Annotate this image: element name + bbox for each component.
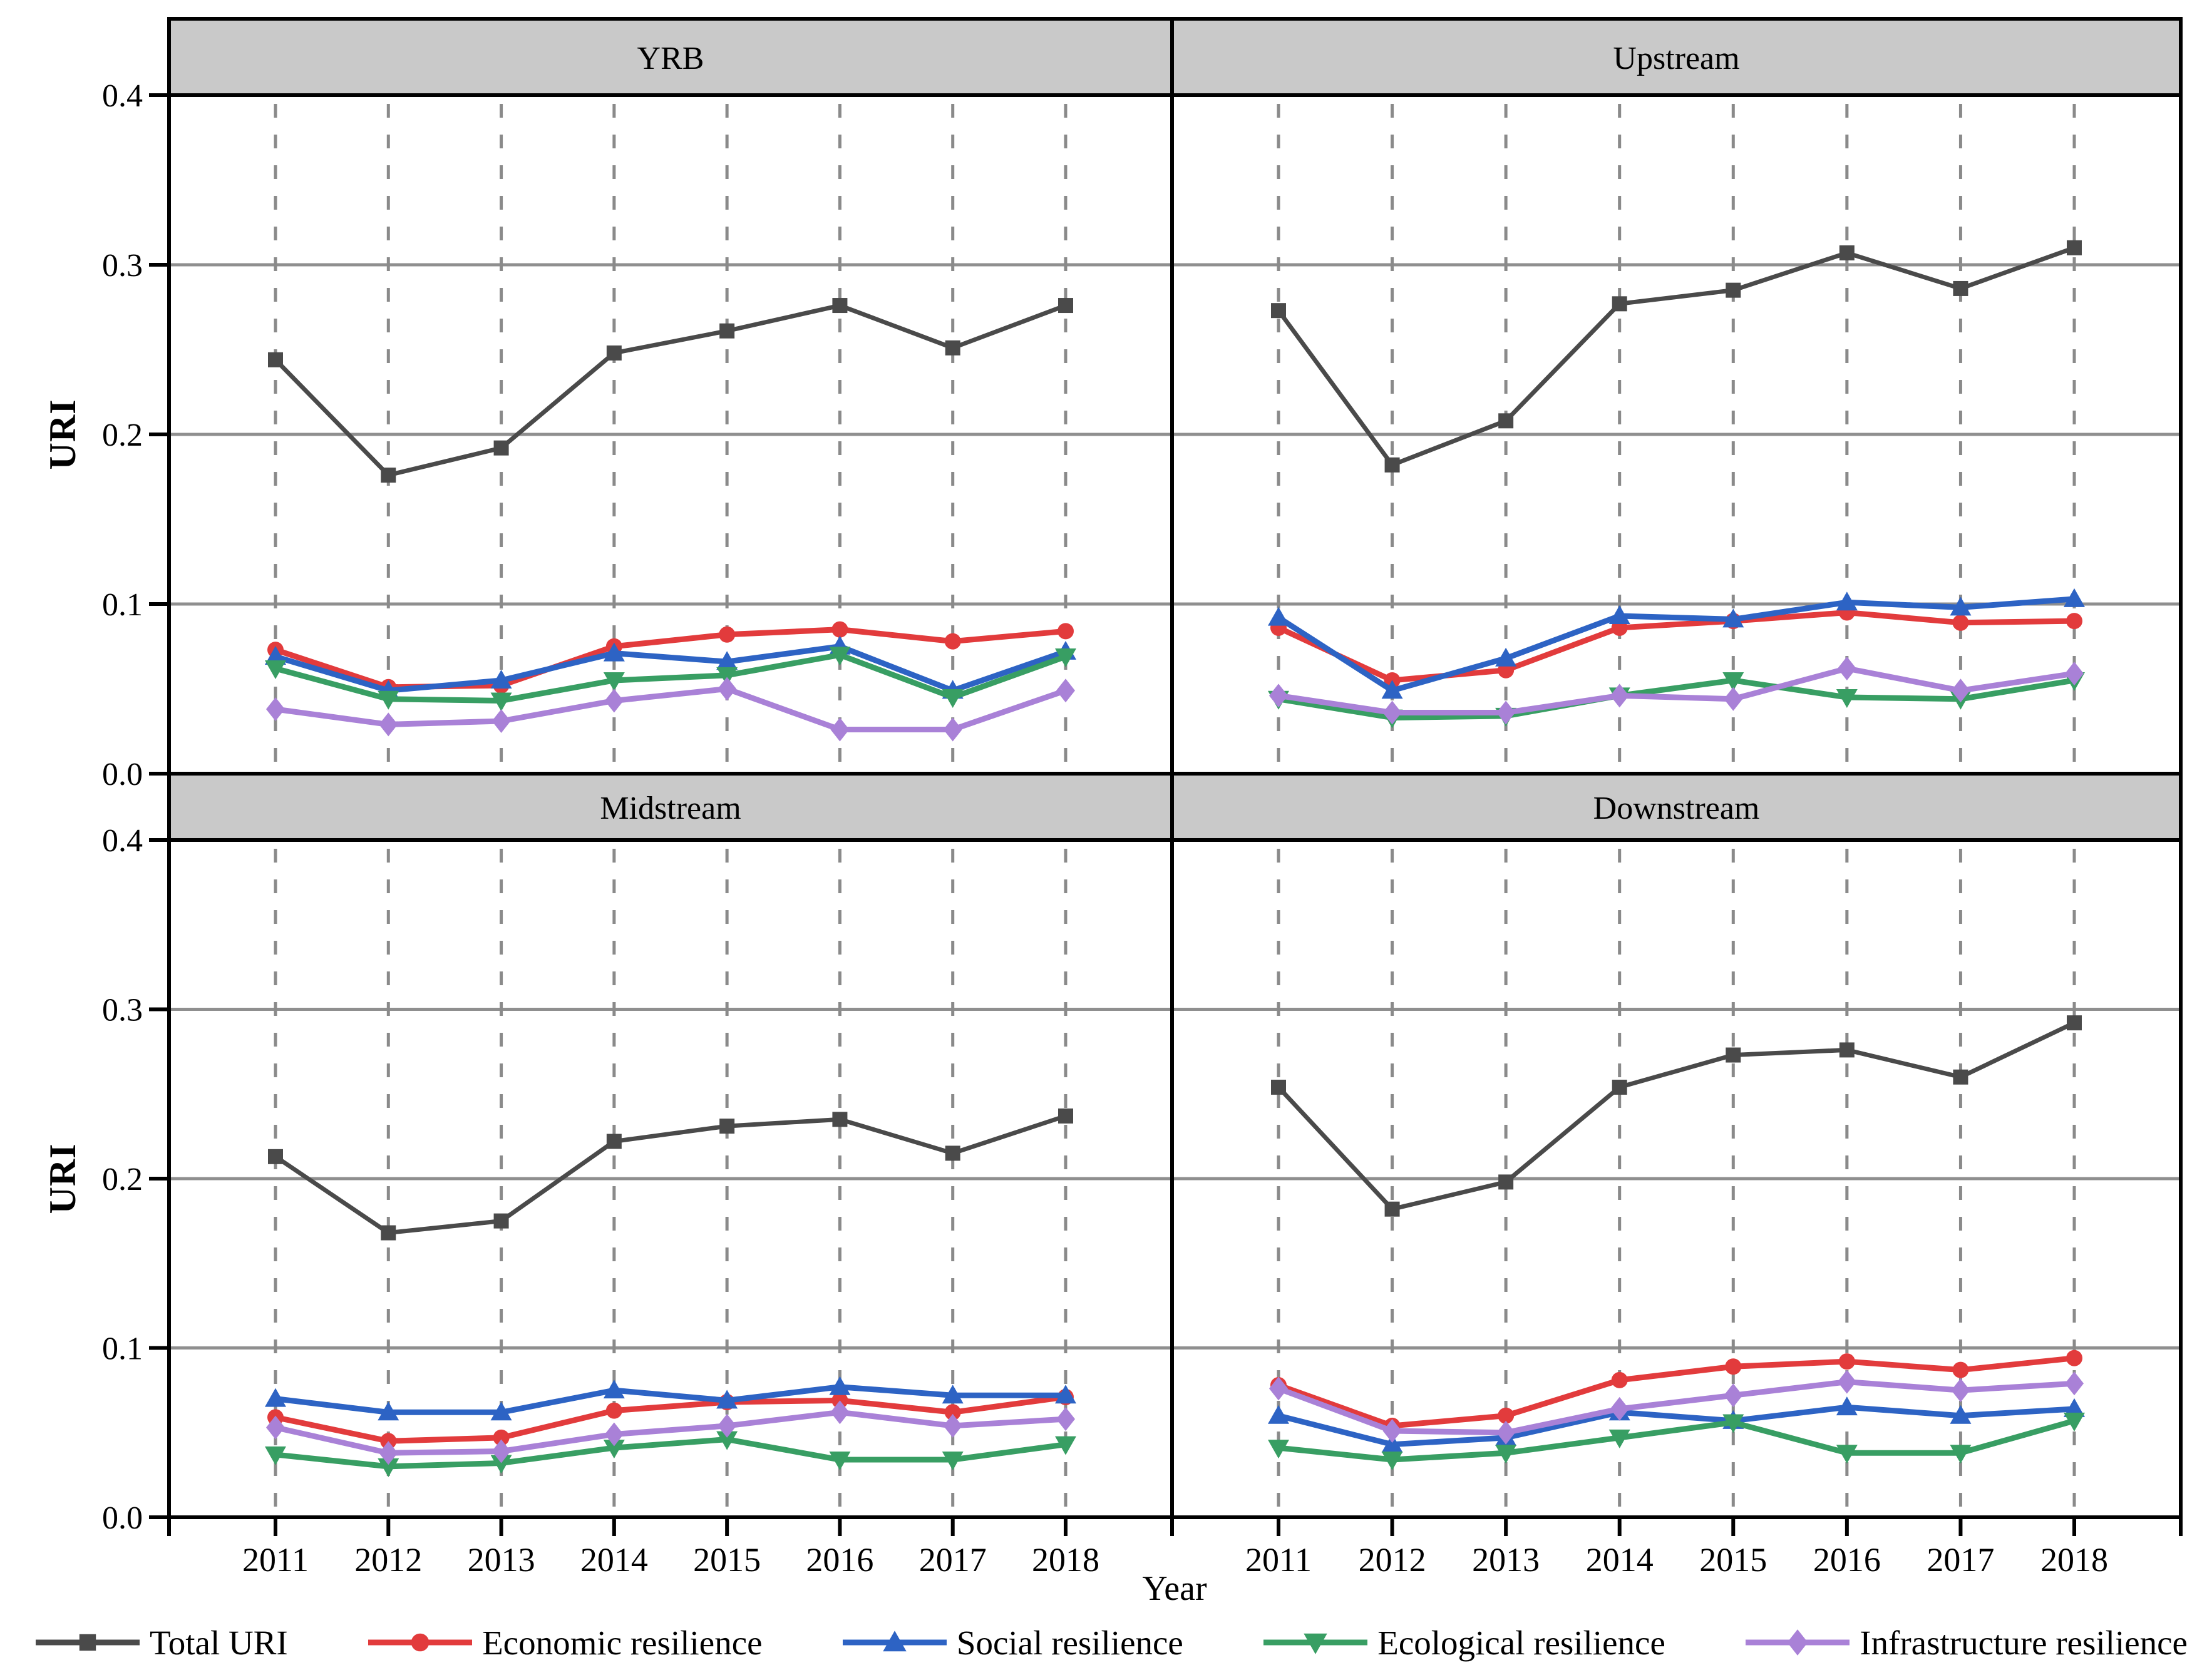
triangle-up-marker-icon bbox=[842, 1631, 947, 1652]
series-total-uri bbox=[1271, 1015, 2082, 1217]
y-tick-label: 0.2 bbox=[102, 417, 143, 453]
panel-header bbox=[1170, 17, 2183, 97]
y-tick-label: 0.0 bbox=[102, 1500, 143, 1536]
series-social-resilience bbox=[1268, 588, 2085, 699]
panel-downstream: Downstream bbox=[1170, 772, 2183, 1519]
x-axis-title: Year bbox=[1142, 1569, 1207, 1608]
series-infrastructure-resilience bbox=[1269, 1370, 2084, 1445]
x-tick-label: 2018 bbox=[1032, 1541, 1099, 1579]
x-tick-label: 2011 bbox=[242, 1541, 309, 1579]
legend-item-ecological-resilience: Ecological resilience bbox=[1262, 1622, 1665, 1662]
x-tick-label: 2012 bbox=[1359, 1541, 1426, 1579]
circle-marker-icon bbox=[368, 1633, 473, 1652]
panel-yrb: YRB bbox=[167, 17, 1174, 776]
legend-label: Infrastructure resilience bbox=[1860, 1623, 2188, 1662]
diamond-marker-icon bbox=[1746, 1629, 1850, 1656]
panel-upstream: Upstream bbox=[1170, 17, 2183, 776]
series-total-uri bbox=[1271, 240, 2082, 473]
series-total-uri bbox=[268, 1108, 1073, 1241]
series-ecological-resilience bbox=[1268, 1412, 2085, 1471]
y-tick-label: 0.3 bbox=[102, 993, 143, 1028]
series-total-uri bbox=[268, 298, 1073, 483]
panel-midstream: Midstream bbox=[167, 772, 1174, 1519]
x-tick-label: 2011 bbox=[1245, 1541, 1312, 1579]
y-axis-title-bottom: URI bbox=[42, 1143, 83, 1214]
x-tick-label: 2018 bbox=[2040, 1541, 2108, 1579]
y-tick-label: 0.3 bbox=[102, 248, 143, 284]
series-infrastructure-resilience bbox=[1269, 656, 2084, 725]
legend-label: Ecological resilience bbox=[1377, 1623, 1665, 1662]
y-tick-label: 0.1 bbox=[102, 1331, 143, 1367]
y-tick-label: 0.2 bbox=[102, 1162, 143, 1197]
series-social-resilience bbox=[265, 1376, 1076, 1421]
x-tick-label: 2014 bbox=[580, 1541, 648, 1579]
horizontal-gridlines bbox=[1174, 1008, 2179, 1350]
panel-header bbox=[167, 17, 1174, 97]
legend-label: Total URI bbox=[150, 1623, 288, 1662]
y-tick-label: 0.0 bbox=[102, 757, 143, 792]
x-axis: 2011 2012 2013 2014 2015 2016 2017 2018 2011 2012… bbox=[167, 1517, 2183, 1579]
square-marker-icon bbox=[36, 1634, 140, 1651]
legend-label: Social resilience bbox=[956, 1623, 1183, 1662]
panel-border bbox=[1170, 838, 2183, 1519]
y-tick-label: 0.4 bbox=[102, 78, 143, 114]
x-tick-label: 2016 bbox=[1813, 1541, 1881, 1579]
legend-item-infrastructure-resilience: Infrastructure resilience bbox=[1744, 1622, 2188, 1662]
x-tick-label: 2014 bbox=[1586, 1541, 1654, 1579]
y-axis-bottom: 0.0 0.1 0.2 0.3 0.4 bbox=[102, 823, 169, 1536]
legend-item-economic-resilience: Economic resilience bbox=[367, 1622, 763, 1662]
y-tick-label: 0.4 bbox=[102, 823, 143, 859]
panel-header bbox=[1170, 772, 2183, 842]
legend: Total URI Economic resilience Social resil… bbox=[34, 1614, 2188, 1671]
panel-title-midstream: Midstream bbox=[600, 791, 741, 826]
y-tick-label: 0.1 bbox=[102, 587, 143, 623]
x-tick-label: 2013 bbox=[1472, 1541, 1540, 1579]
triangle-down-marker-icon bbox=[1263, 1633, 1368, 1654]
x-tick-label: 2015 bbox=[693, 1541, 761, 1579]
x-tick-label: 2015 bbox=[1699, 1541, 1767, 1579]
horizontal-gridlines bbox=[171, 263, 1170, 606]
series-infrastructure-resilience bbox=[266, 1400, 1075, 1465]
legend-item-total-uri: Total URI bbox=[34, 1622, 288, 1662]
series-infrastructure-resilience bbox=[266, 677, 1075, 742]
legend-item-social-resilience: Social resilience bbox=[841, 1622, 1183, 1662]
x-tick-label: 2017 bbox=[1927, 1541, 1994, 1579]
x-tick-label: 2013 bbox=[468, 1541, 535, 1579]
x-tick-label: 2016 bbox=[806, 1541, 873, 1579]
y-axis-top: 0.0 0.1 0.2 0.3 0.4 bbox=[102, 78, 169, 792]
x-tick-label: 2017 bbox=[919, 1541, 987, 1579]
panel-title-downstream: Downstream bbox=[1593, 791, 1760, 826]
series-ecological-resilience bbox=[265, 1431, 1076, 1477]
legend-label: Economic resilience bbox=[482, 1623, 763, 1662]
y-axis-title-top: URI bbox=[42, 399, 83, 470]
x-tick-label: 2012 bbox=[354, 1541, 422, 1579]
panel-title-upstream: Upstream bbox=[1613, 41, 1739, 76]
series-ecological-resilience bbox=[265, 647, 1076, 712]
panel-title-yrb: YRB bbox=[637, 41, 704, 76]
horizontal-gridlines bbox=[171, 1008, 1170, 1350]
